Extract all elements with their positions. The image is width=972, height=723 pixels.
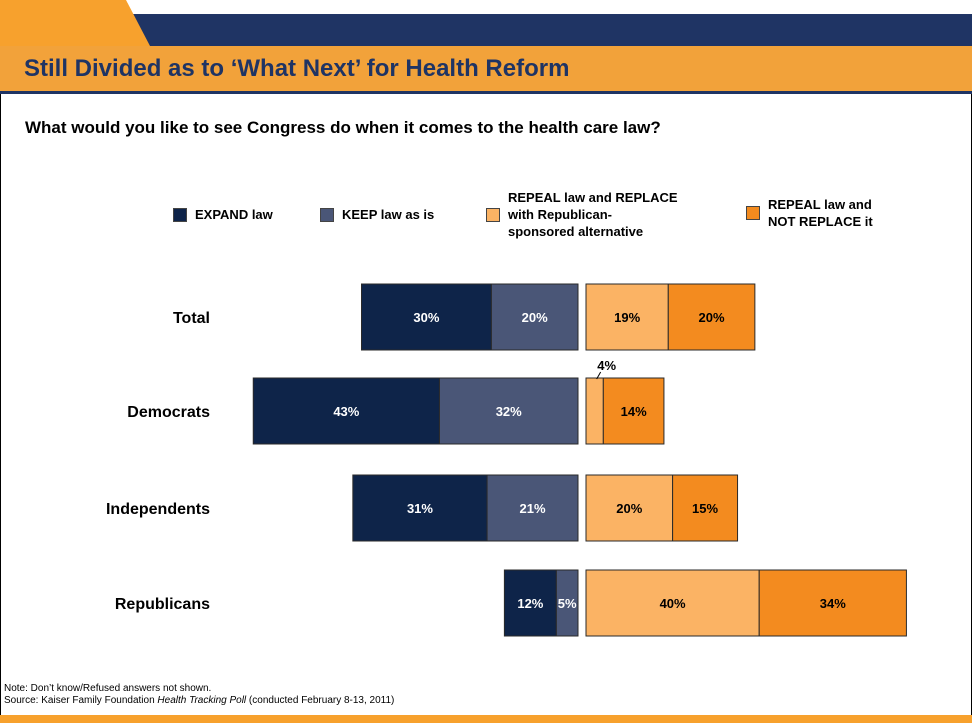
bar-keep-law-republicans (555, 569, 579, 637)
data-label-repeal-not-replace-democrats: 14% (621, 404, 647, 419)
source-prefix: Source: Kaiser Family Foundation (4, 695, 158, 706)
bar-repeal-not-replace-democrats (602, 377, 665, 445)
bar-repeal-not-replace-independents (672, 474, 739, 542)
data-label-repeal-replace-republicans: 40% (660, 596, 686, 611)
data-label-repeal-not-replace-independents: 15% (692, 501, 718, 516)
legend-swatch-expand (173, 207, 187, 222)
category-label-total: Total (173, 310, 210, 327)
legend-label-keep: KEEP law as is (342, 207, 435, 222)
data-label-expand-republicans: 12% (517, 596, 543, 611)
bar-expand-law-republicans (503, 569, 557, 637)
source-suffix: (conducted February 8-13, 2011) (246, 695, 395, 706)
bar-expand-law-democrats (252, 377, 440, 445)
data-label-expand-total: 30% (413, 310, 439, 325)
bar-keep-law-total (490, 283, 579, 351)
bar-repeal-not-replace-total (667, 283, 756, 351)
data-label-leader-democrats (596, 371, 602, 380)
survey-question: What would you like to see Congress do w… (25, 118, 661, 137)
data-label-repeal-replace-democrats: 4% (597, 358, 616, 373)
footnotes: Note: Don’t know/Refused answers not sho… (4, 683, 394, 707)
data-label-keep-republicans: 5% (558, 596, 577, 611)
bar-keep-law-democrats (438, 377, 579, 445)
data-label-expand-democrats: 43% (333, 404, 359, 419)
title-bar: Still Divided as to ‘What Next’ for Heal… (0, 46, 972, 94)
data-label-repeal-not-replace-republicans: 34% (820, 596, 846, 611)
data-label-expand-independents: 31% (407, 501, 433, 516)
data-label-keep-independents: 21% (520, 501, 546, 516)
note-text: Note: Don’t know/Refused answers not sho… (4, 683, 212, 694)
slide-title: Still Divided as to ‘What Next’ for Heal… (24, 55, 570, 82)
category-label-democrats: Democrats (127, 404, 210, 421)
data-label-repeal-replace-independents: 20% (616, 501, 642, 516)
category-label-independents: Independents (106, 501, 210, 518)
legend-swatch-keep (320, 207, 334, 222)
legend-item-repeal-replace: REPEAL law and REPLACE with Republican- … (486, 189, 678, 240)
bar-keep-law-independents (486, 474, 579, 542)
legend-item-expand: EXPAND law (173, 206, 273, 223)
category-label-republicans: Republicans (115, 596, 210, 613)
data-label-keep-democrats: 32% (496, 404, 522, 419)
legend-swatch-repeal-not-replace (746, 206, 760, 220)
legend-item-keep: KEEP law as is (320, 206, 434, 223)
header-band (0, 0, 972, 46)
legend-item-repeal-not-replace: REPEAL law and NOT REPLACE it (746, 196, 873, 230)
bar-repeal-replace-independents (585, 474, 674, 542)
legend-label-expand: EXPAND law (195, 207, 273, 222)
legend-label-repeal-replace: REPEAL law and REPLACE with Republican- … (508, 190, 678, 239)
source-text: Source: Kaiser Family Foundation Health … (4, 695, 394, 707)
data-label-repeal-not-replace-total: 20% (699, 310, 725, 325)
bar-repeal-replace-republicans (585, 569, 760, 637)
legend-swatch-repeal-replace (486, 207, 500, 222)
footer-band (0, 715, 972, 723)
bar-repeal-replace-democrats (585, 377, 604, 445)
header-tab-accent (0, 0, 150, 46)
bar-expand-law-total (361, 283, 492, 351)
data-label-repeal-replace-total: 19% (614, 310, 640, 325)
bar-expand-law-independents (352, 474, 488, 542)
data-label-keep-total: 20% (522, 310, 548, 325)
legend-label-repeal-not-replace: REPEAL law and NOT REPLACE it (768, 197, 873, 229)
bar-repeal-not-replace-republicans (758, 569, 907, 637)
source-poll-name: Health Tracking Poll (157, 695, 247, 706)
